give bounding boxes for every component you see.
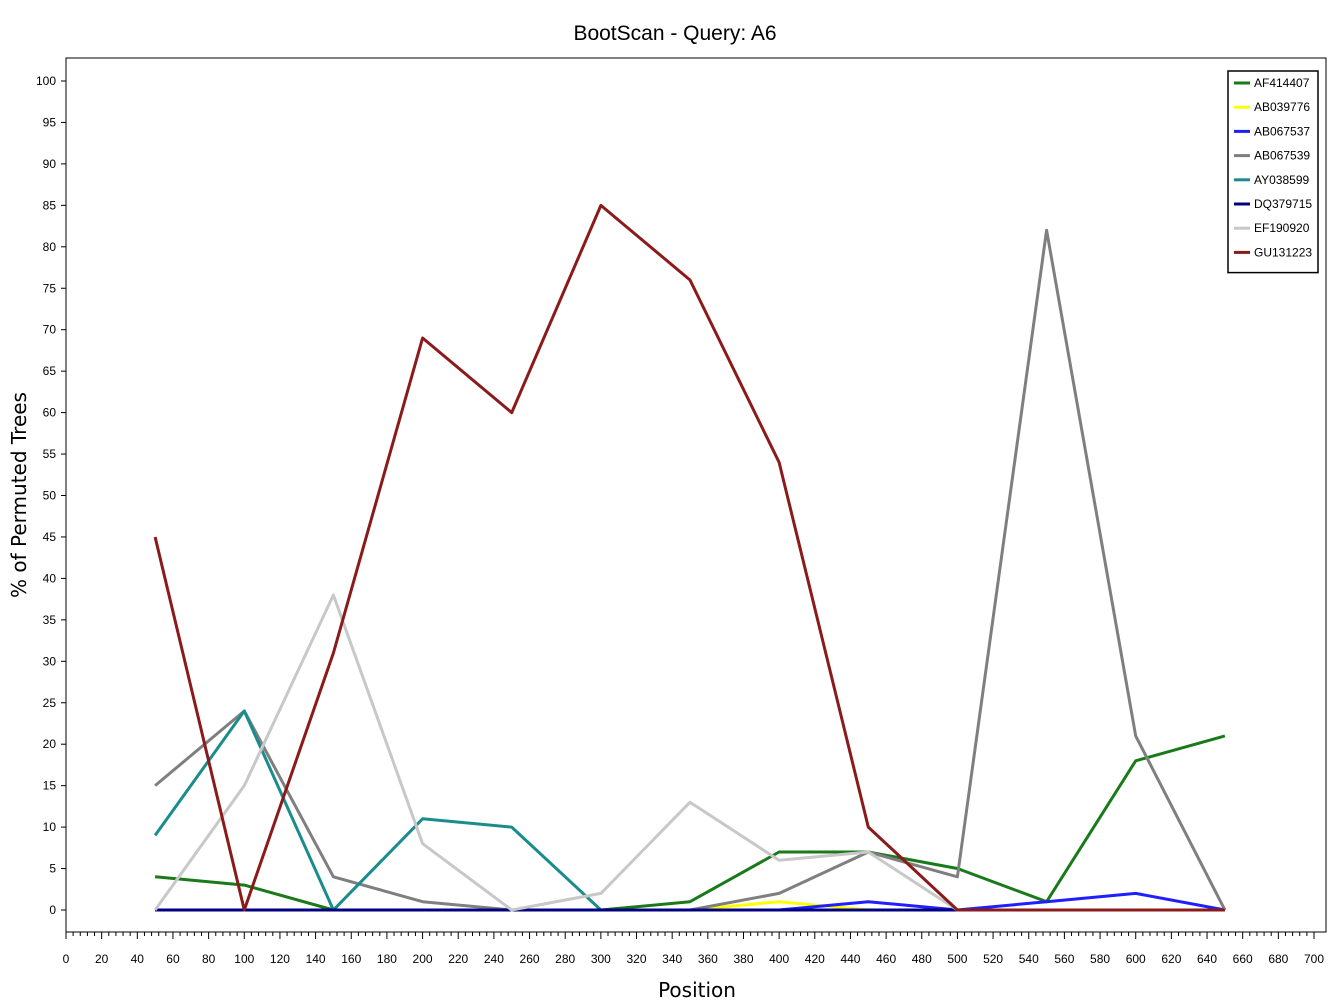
x-tick-label: 100 bbox=[234, 952, 254, 966]
plot-frame bbox=[65, 57, 1327, 933]
legend-item-label: AB067539 bbox=[1254, 149, 1310, 163]
legend-item-label: AB039776 bbox=[1254, 100, 1310, 114]
series-line-gu131223 bbox=[153, 203, 1225, 912]
x-tick-label: 460 bbox=[876, 952, 896, 966]
x-tick-label: 180 bbox=[377, 952, 397, 966]
y-tick-label: 85 bbox=[43, 198, 57, 212]
x-axis: 0 20 40 60 80 100 120 140 160 180 200 220 240 260 280 3… bbox=[63, 932, 1324, 966]
x-axis-title: Position bbox=[658, 978, 736, 1001]
x-tick-label: 360 bbox=[698, 952, 718, 966]
y-axis-title: % of Permuted Trees bbox=[7, 392, 31, 598]
y-tick-label: 80 bbox=[43, 240, 57, 254]
x-tick-label: 560 bbox=[1054, 952, 1074, 966]
y-tick-label: 40 bbox=[43, 571, 57, 585]
x-tick-label: 340 bbox=[662, 952, 682, 966]
x-tick-label: 600 bbox=[1126, 952, 1146, 966]
x-tick-label: 80 bbox=[202, 952, 216, 966]
x-tick-label: 0 bbox=[63, 952, 70, 966]
y-tick-label: 25 bbox=[43, 696, 57, 710]
y-tick-label: 60 bbox=[43, 406, 57, 420]
x-tick-label: 280 bbox=[555, 952, 575, 966]
y-tick-label: 50 bbox=[43, 489, 57, 503]
y-tick-label: 20 bbox=[43, 737, 57, 751]
legend-item-label: DQ379715 bbox=[1254, 197, 1312, 211]
x-tick-label: 540 bbox=[1019, 952, 1039, 966]
y-axis: 0 5 10 15 20 25 30 35 40 45 50 55 60 65 70 75 80 85 90 95 10… bbox=[36, 74, 66, 917]
y-tick-label: 90 bbox=[43, 157, 57, 171]
legend-box bbox=[1227, 70, 1319, 274]
x-tick-label: 620 bbox=[1161, 952, 1181, 966]
chart-title: BootScan - Query: A6 bbox=[573, 22, 776, 45]
x-tick-label: 500 bbox=[947, 952, 967, 966]
y-tick-label: 65 bbox=[43, 364, 57, 378]
x-tick-label: 580 bbox=[1090, 952, 1110, 966]
series-line-ab067539 bbox=[154, 228, 1227, 912]
x-tick-label: 400 bbox=[769, 952, 789, 966]
x-tick-label: 380 bbox=[733, 952, 753, 966]
series-line-ef190920 bbox=[153, 593, 1225, 912]
legend-item-label: AB067537 bbox=[1254, 124, 1310, 138]
x-tick-label: 420 bbox=[805, 952, 825, 966]
x-tick-label: 40 bbox=[131, 952, 145, 966]
x-tick-label: 60 bbox=[166, 952, 180, 966]
y-tick-label: 30 bbox=[43, 654, 57, 668]
y-tick-label: 10 bbox=[43, 820, 57, 834]
x-tick-label: 440 bbox=[840, 952, 860, 966]
series-line-ay038599 bbox=[153, 709, 1225, 912]
x-tick-label: 680 bbox=[1268, 952, 1288, 966]
series-lines bbox=[153, 203, 1227, 912]
y-tick-label: 75 bbox=[43, 281, 57, 295]
y-tick-label: 35 bbox=[43, 613, 57, 627]
y-tick-label: 15 bbox=[43, 779, 57, 793]
x-tick-label: 140 bbox=[306, 952, 326, 966]
x-tick-label: 300 bbox=[591, 952, 611, 966]
x-tick-label: 220 bbox=[448, 952, 468, 966]
legend: AF414407 AB039776 AB067537 AB067539 AY038599… bbox=[1227, 70, 1319, 274]
y-tick-label: 95 bbox=[43, 115, 57, 129]
y-tick-label: 0 bbox=[49, 903, 56, 917]
x-tick-label: 320 bbox=[626, 952, 646, 966]
y-tick-label: 100 bbox=[36, 74, 56, 88]
y-tick-label: 45 bbox=[43, 530, 57, 544]
x-tick-label: 260 bbox=[520, 952, 540, 966]
x-tick-label: 480 bbox=[912, 952, 932, 966]
x-tick-label: 240 bbox=[484, 952, 504, 966]
series-line-af414407 bbox=[154, 734, 1226, 912]
x-tick-label: 640 bbox=[1197, 952, 1217, 966]
legend-item-label: AF414407 bbox=[1254, 76, 1310, 90]
x-tick-label: 660 bbox=[1233, 952, 1253, 966]
y-tick-label: 55 bbox=[43, 447, 57, 461]
y-tick-label: 70 bbox=[43, 323, 57, 337]
x-tick-label: 160 bbox=[341, 952, 361, 966]
x-tick-label: 200 bbox=[413, 952, 433, 966]
legend-item-label: AY038599 bbox=[1254, 173, 1309, 187]
x-tick-label: 20 bbox=[95, 952, 109, 966]
x-tick-label: 700 bbox=[1304, 952, 1324, 966]
legend-item-label: EF190920 bbox=[1254, 221, 1310, 235]
x-tick-label: 520 bbox=[983, 952, 1003, 966]
legend-item-label: GU131223 bbox=[1254, 245, 1312, 259]
y-tick-label: 5 bbox=[49, 862, 56, 876]
x-tick-label: 120 bbox=[270, 952, 290, 966]
